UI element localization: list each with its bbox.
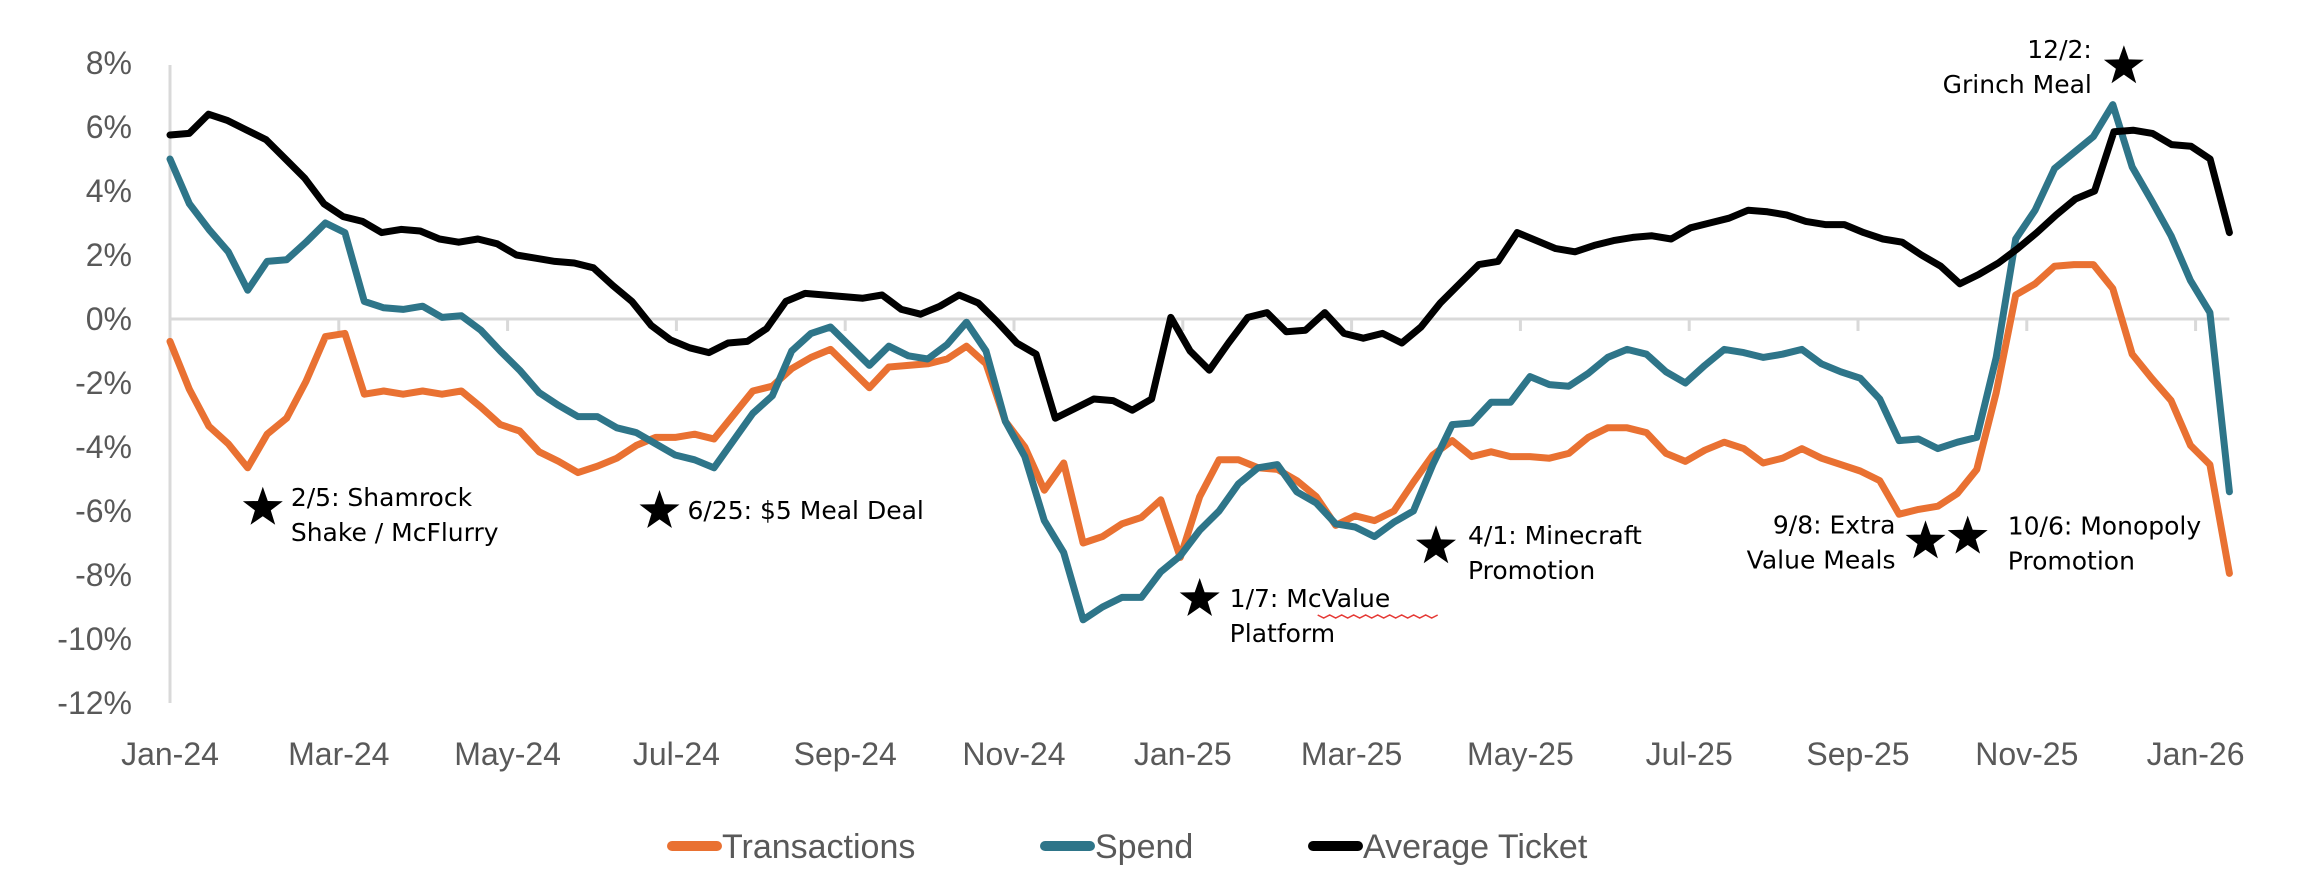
series-lines bbox=[166, 101, 2233, 624]
spellcheck-underline bbox=[1317, 614, 1439, 619]
annotation-label: 6/25: $5 Meal Deal bbox=[688, 496, 924, 525]
annotation-label: 1/7: McValue bbox=[1230, 584, 1391, 613]
x-tick-label: Sep-25 bbox=[1806, 736, 1909, 772]
annotation-label: Grinch Meal bbox=[1943, 70, 2092, 99]
x-tick-label: Sep-24 bbox=[794, 736, 897, 772]
y-tick-label: -10% bbox=[57, 621, 132, 657]
annotation: 2/5: Shamrock Shake / McFlurry bbox=[242, 483, 499, 547]
y-tick-label: 4% bbox=[86, 173, 132, 209]
star-marker-icon bbox=[1947, 515, 1988, 554]
y-tick-label: -2% bbox=[75, 365, 132, 401]
x-tick-label: Mar-24 bbox=[288, 736, 389, 772]
annotation-label: Value Meals bbox=[1747, 545, 1896, 574]
y-tick-label: 0% bbox=[86, 301, 132, 337]
legend-label: Average Ticket bbox=[1363, 828, 1588, 866]
star-marker-icon bbox=[242, 486, 283, 525]
x-tick-label: May-24 bbox=[454, 736, 561, 772]
series-line-average-ticket bbox=[166, 110, 2233, 422]
annotation-label: 10/6: Monopoly bbox=[2008, 512, 2202, 541]
star-marker-icon bbox=[1416, 525, 1456, 564]
x-tick-label: Mar-25 bbox=[1301, 736, 1402, 772]
y-tick-label: -12% bbox=[57, 685, 132, 721]
star-marker-icon bbox=[1905, 520, 1946, 559]
annotation-label: 2/5: Shamrock bbox=[291, 483, 473, 512]
x-axis-labels: Jan-24 Mar-24 May-24 Jul-24 Sep-24 Nov-24 Jan-… bbox=[121, 736, 2244, 772]
legend-item: Average Ticket bbox=[1308, 828, 1588, 866]
y-axis-labels: 8% 6% 4% 2% 0% -2% -4% -6% -8% -10% -12% bbox=[57, 45, 132, 721]
star-marker-icon bbox=[2103, 45, 2144, 84]
x-tick-label: Jul-25 bbox=[1646, 736, 1733, 772]
star-marker-icon bbox=[1179, 578, 1220, 616]
annotation-label: Promotion bbox=[2008, 547, 2135, 576]
annotation: 12/2: Grinch Meal bbox=[1943, 35, 2144, 99]
annotation-label: 4/1: Minecraft bbox=[1468, 521, 1642, 550]
series-line-transactions bbox=[166, 261, 2233, 577]
x-tick-label: Jan-26 bbox=[2147, 736, 2245, 772]
series-line-spend bbox=[166, 101, 2233, 624]
annotation: 6/25: $5 Meal Deal bbox=[639, 490, 924, 528]
annotation-label: 9/8: Extra bbox=[1773, 510, 1896, 539]
legend: Transactions Spend Average Ticket bbox=[667, 828, 1588, 866]
annotation-label: Shake / McFlurry bbox=[291, 518, 499, 547]
x-tick-label: Nov-25 bbox=[1975, 736, 2078, 772]
x-axis-ticks bbox=[337, 319, 2198, 331]
legend-label: Transactions bbox=[722, 828, 915, 866]
annotation: 4/1: Minecraft Promotion bbox=[1416, 521, 1642, 585]
annotation: 1/7: McValue Platform bbox=[1179, 578, 1391, 648]
y-tick-label: 8% bbox=[86, 45, 132, 81]
y-tick-label: 2% bbox=[86, 237, 132, 273]
annotation-label: Platform bbox=[1230, 619, 1335, 648]
annotation: 9/8: Extra Value Meals bbox=[1747, 510, 1946, 574]
x-tick-label: Jan-25 bbox=[1134, 736, 1232, 772]
y-tick-label: -8% bbox=[75, 557, 132, 593]
y-tick-label: 6% bbox=[86, 109, 132, 145]
star-marker-icon bbox=[639, 490, 680, 528]
y-tick-label: -4% bbox=[75, 429, 132, 465]
legend-item: Spend bbox=[1040, 828, 1193, 866]
legend-item: Transactions bbox=[667, 828, 915, 866]
annotation-label: Promotion bbox=[1468, 556, 1595, 585]
annotation: 10/6: Monopoly Promotion bbox=[1947, 512, 2202, 576]
y-tick-label: -6% bbox=[75, 493, 132, 529]
annotation-label: 12/2: bbox=[2027, 35, 2092, 64]
x-tick-label: Nov-24 bbox=[962, 736, 1065, 772]
annotations: 2/5: Shamrock Shake / McFlurry 6/25: $5 Me… bbox=[242, 35, 2202, 648]
x-tick-label: May-25 bbox=[1467, 736, 1574, 772]
x-tick-label: Jan-24 bbox=[121, 736, 219, 772]
legend-label: Spend bbox=[1095, 828, 1193, 866]
x-tick-label: Jul-24 bbox=[633, 736, 720, 772]
